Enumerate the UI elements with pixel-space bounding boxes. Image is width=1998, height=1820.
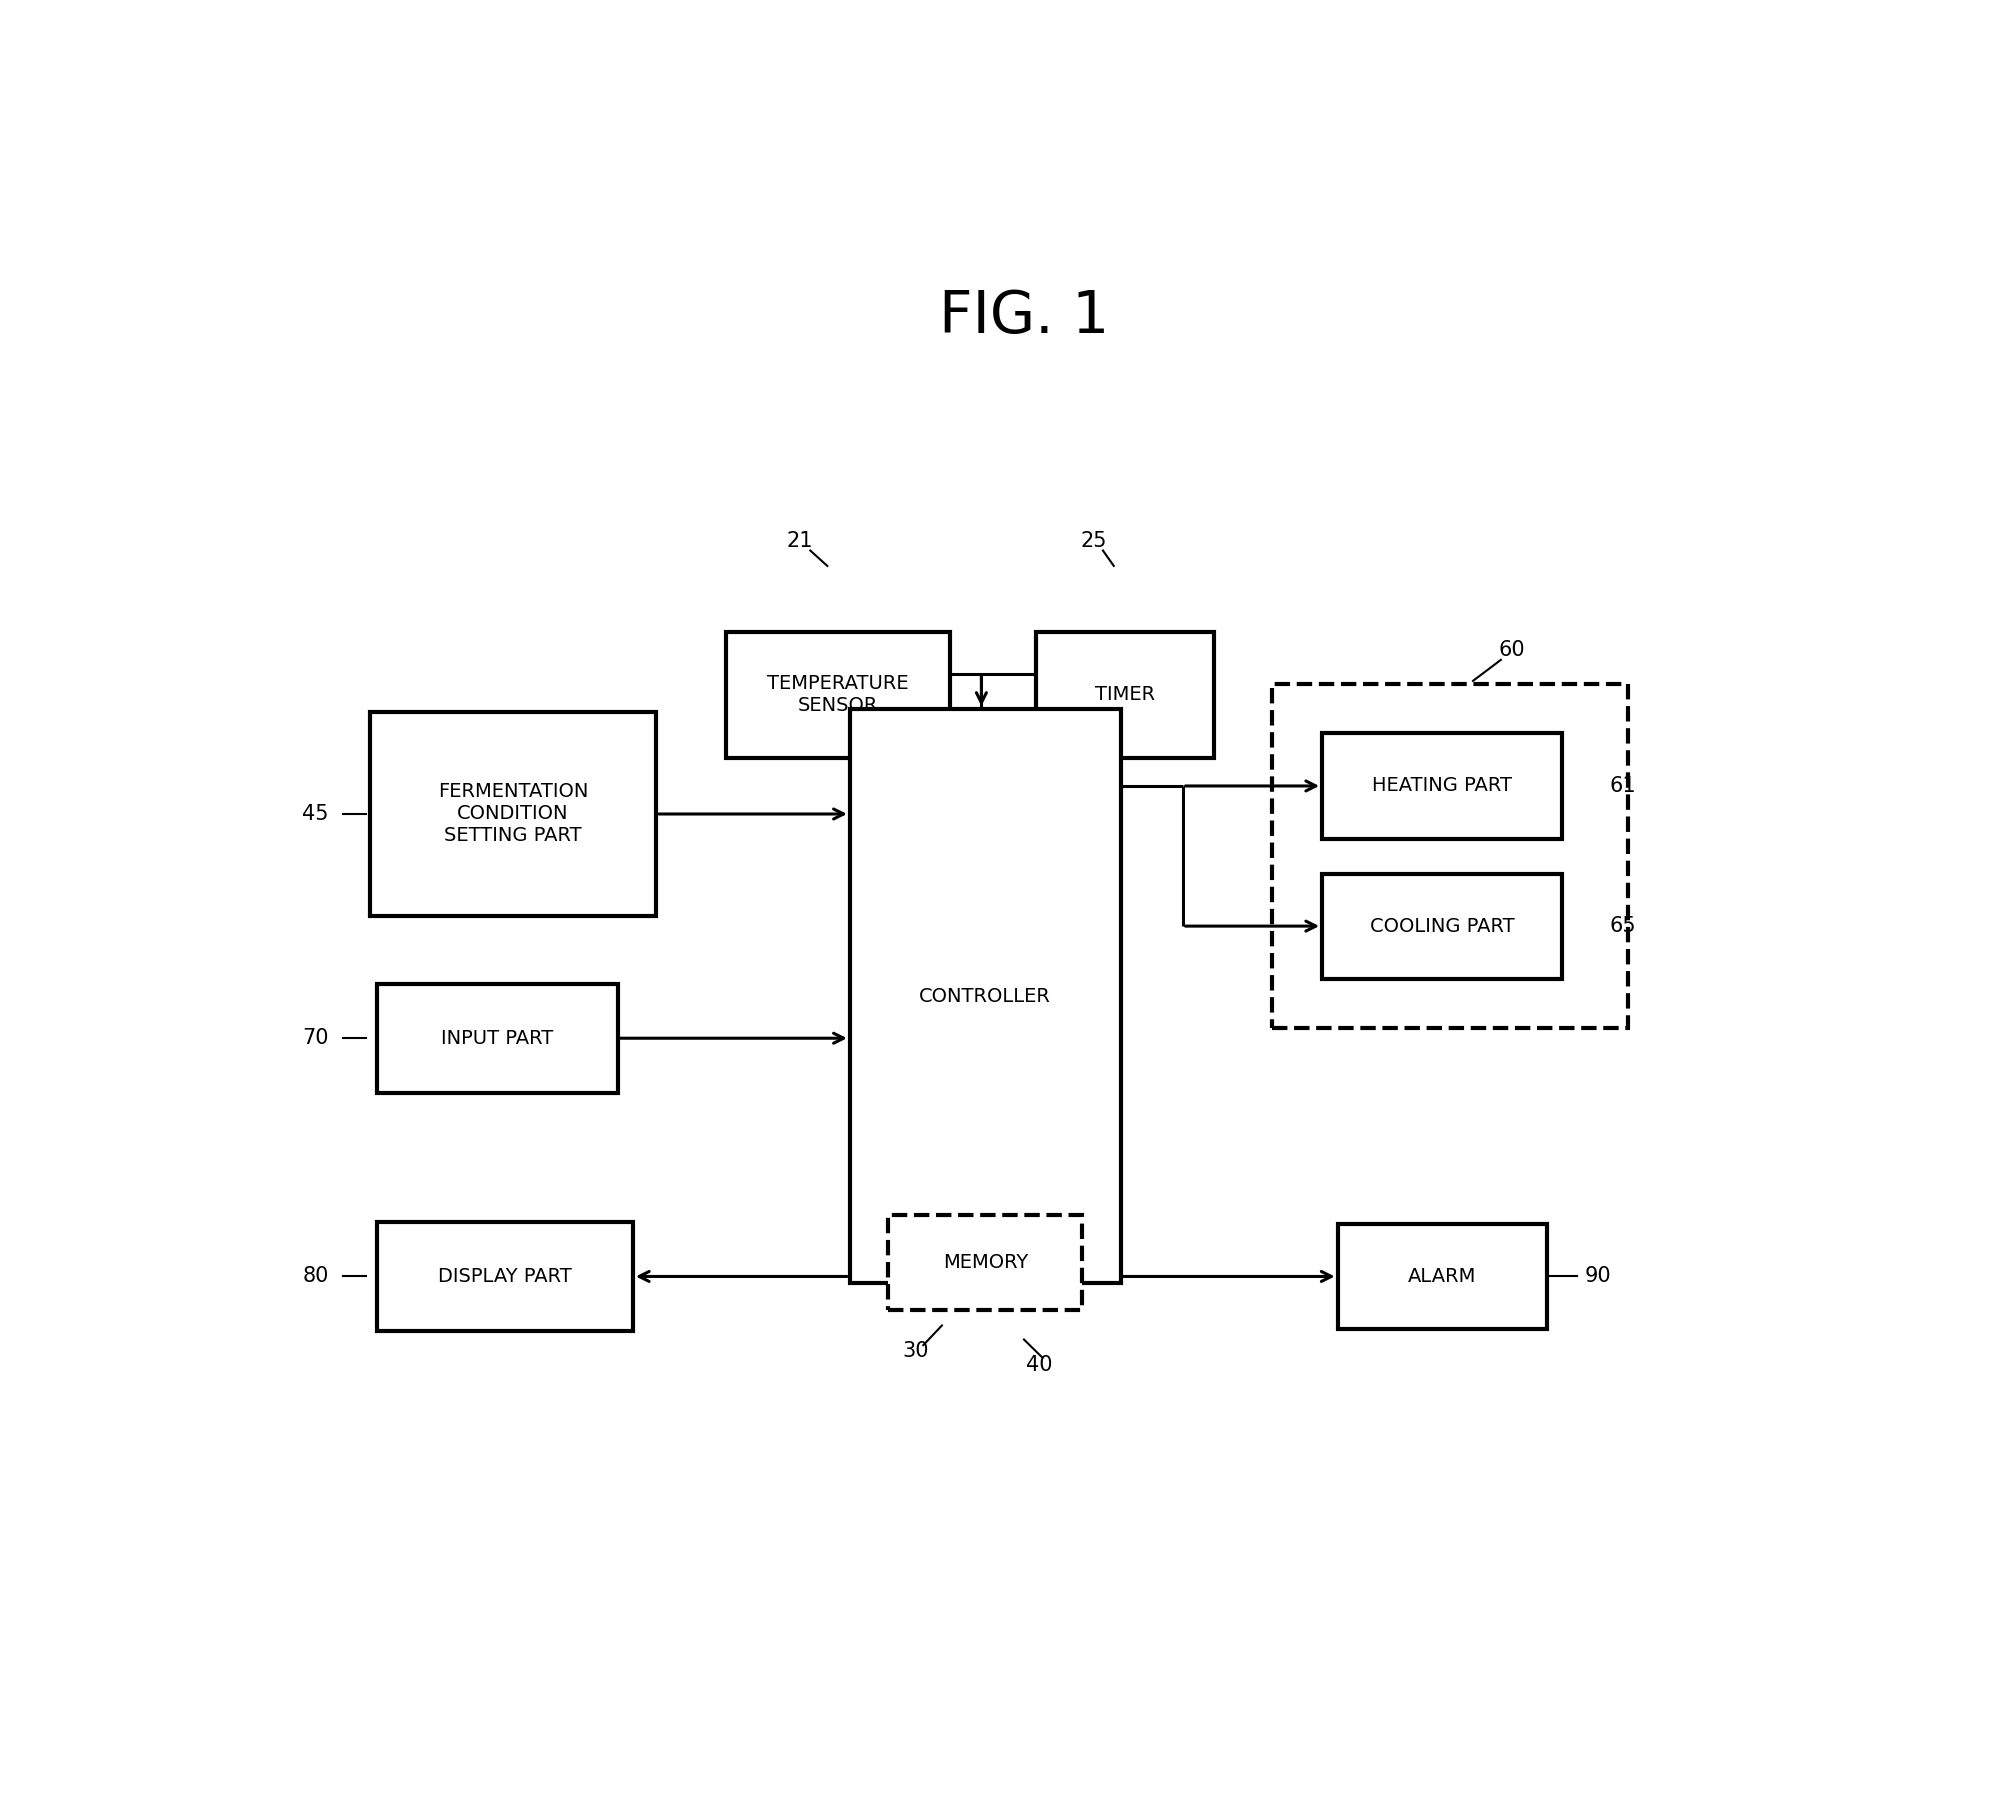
- Bar: [1273, 684, 1628, 1028]
- Bar: [1035, 632, 1213, 757]
- Bar: [370, 712, 655, 915]
- Text: 45: 45: [302, 804, 330, 824]
- Text: 40: 40: [1027, 1354, 1053, 1374]
- Text: 61: 61: [1608, 775, 1636, 795]
- Text: MEMORY: MEMORY: [943, 1252, 1027, 1272]
- Text: FERMENTATION
CONDITION
SETTING PART: FERMENTATION CONDITION SETTING PART: [438, 783, 587, 846]
- Text: 80: 80: [302, 1267, 330, 1287]
- Text: 60: 60: [1498, 641, 1524, 661]
- Text: TEMPERATURE
SENSOR: TEMPERATURE SENSOR: [767, 675, 909, 715]
- Text: DISPLAY PART: DISPLAY PART: [438, 1267, 571, 1287]
- Bar: [889, 1214, 1083, 1310]
- Text: 90: 90: [1584, 1267, 1610, 1287]
- Text: 30: 30: [903, 1341, 929, 1361]
- Text: FIG. 1: FIG. 1: [939, 289, 1109, 346]
- Text: CONTROLLER: CONTROLLER: [919, 986, 1051, 1006]
- Text: HEATING PART: HEATING PART: [1373, 777, 1512, 795]
- Text: INPUT PART: INPUT PART: [442, 1028, 553, 1048]
- Bar: [1323, 733, 1562, 839]
- Text: 21: 21: [785, 531, 813, 551]
- Bar: [378, 1221, 633, 1330]
- Bar: [1337, 1223, 1546, 1329]
- Text: ALARM: ALARM: [1409, 1267, 1477, 1287]
- Bar: [1323, 874, 1562, 979]
- Bar: [849, 708, 1121, 1283]
- Text: 25: 25: [1081, 531, 1107, 551]
- Bar: [378, 983, 617, 1092]
- Text: 70: 70: [302, 1028, 330, 1048]
- Bar: [725, 632, 951, 757]
- Text: 65: 65: [1608, 915, 1636, 935]
- Text: COOLING PART: COOLING PART: [1371, 917, 1514, 935]
- Text: TIMER: TIMER: [1095, 686, 1155, 704]
